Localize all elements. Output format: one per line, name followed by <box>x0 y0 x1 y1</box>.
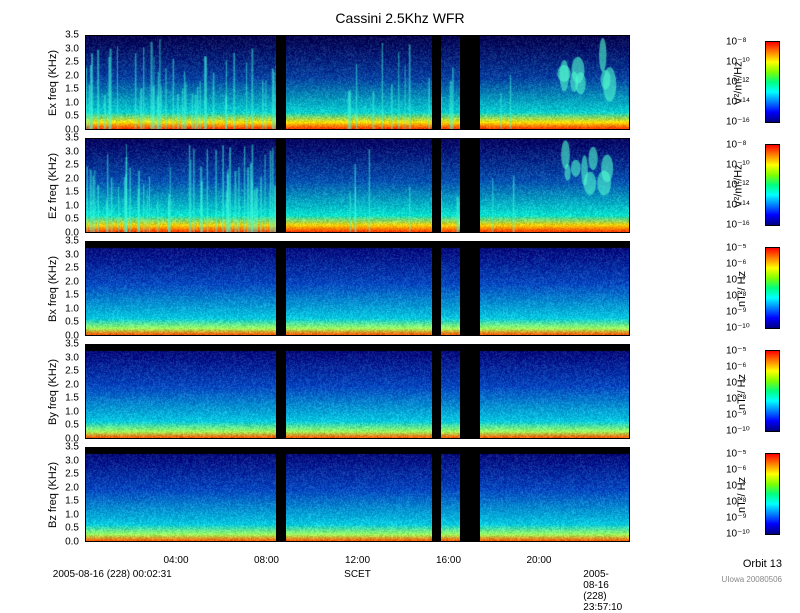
panels-container: Ex freq (KHz)0.00.51.01.52.02.53.03.5V²/… <box>0 35 800 550</box>
y-ticks: 0.00.51.01.52.02.53.03.5 <box>52 447 82 542</box>
spectrogram-plot <box>85 447 630 542</box>
spectrogram-panel: By freq (KHz)0.00.51.01.52.02.53.03.5nT²… <box>0 344 800 439</box>
data-gap <box>276 448 286 541</box>
y-ticks: 0.00.51.01.52.02.53.03.5 <box>52 241 82 336</box>
footer-text: UIowa 20080506 <box>722 575 783 584</box>
data-gap <box>432 448 441 541</box>
x-tick: 12:00 <box>345 555 370 566</box>
y-ticks: 0.00.51.01.52.02.53.03.5 <box>52 344 82 439</box>
x-sublabel: SCET <box>344 569 371 580</box>
colorbar-ticks: 10⁻⁵10⁻⁶10⁻⁷10⁻⁸10⁻⁹10⁻¹⁰ <box>726 245 762 331</box>
orbit-label: Orbit 13 <box>743 558 782 570</box>
colorbar <box>765 247 780 329</box>
spectrogram-plot <box>85 344 630 439</box>
x-tick: 04:00 <box>163 555 188 566</box>
colorbar <box>765 41 780 123</box>
colorbar-ticks: 10⁻⁸10⁻¹⁰10⁻¹²10⁻¹⁴10⁻¹⁶ <box>726 142 762 228</box>
x-sublabel: 2005-08-16 (228) 00:02:31 <box>53 569 172 580</box>
data-gap <box>460 139 481 232</box>
spectrogram-panel: Bz freq (KHz)0.00.51.01.52.02.53.03.5nT²… <box>0 447 800 542</box>
colorbar-ticks: 10⁻⁵10⁻⁶10⁻⁷10⁻⁸10⁻⁹10⁻¹⁰ <box>726 348 762 434</box>
colorbar <box>765 144 780 226</box>
data-gap <box>460 36 481 129</box>
spectrogram-panel: Ex freq (KHz)0.00.51.01.52.02.53.03.5V²/… <box>0 35 800 130</box>
data-gap <box>432 36 441 129</box>
x-sublabel: 2005-08-16 (228) 23:57:10 <box>583 569 622 613</box>
colorbar-ticks: 10⁻⁵10⁻⁶10⁻⁷10⁻⁸10⁻⁹10⁻¹⁰ <box>726 451 762 537</box>
x-tick: 20:00 <box>526 555 551 566</box>
chart-title: Cassini 2.5Khz WFR <box>0 0 800 26</box>
data-gap <box>432 345 441 438</box>
x-tick: 08:00 <box>254 555 279 566</box>
data-gap <box>276 36 286 129</box>
data-gap <box>276 139 286 232</box>
x-axis: 04:0008:0012:0016:0020:002005-08-16 (228… <box>85 555 630 595</box>
data-gap <box>460 345 481 438</box>
y-ticks: 0.00.51.01.52.02.53.03.5 <box>52 138 82 233</box>
spectrogram-plot <box>85 138 630 233</box>
colorbar <box>765 453 780 535</box>
data-gap <box>460 448 481 541</box>
spectrogram-panel: Ez freq (KHz)0.00.51.01.52.02.53.03.5V²/… <box>0 138 800 233</box>
data-gap <box>276 345 286 438</box>
spectrogram-plot <box>85 35 630 130</box>
data-gap <box>460 242 481 335</box>
x-tick: 16:00 <box>436 555 461 566</box>
y-ticks: 0.00.51.01.52.02.53.03.5 <box>52 35 82 130</box>
colorbar <box>765 350 780 432</box>
data-gap <box>432 242 441 335</box>
colorbar-ticks: 10⁻⁸10⁻¹⁰10⁻¹²10⁻¹⁴10⁻¹⁶ <box>726 39 762 125</box>
data-gap <box>432 139 441 232</box>
spectrogram-panel: Bx freq (KHz)0.00.51.01.52.02.53.03.5nT²… <box>0 241 800 336</box>
data-gap <box>276 242 286 335</box>
spectrogram-plot <box>85 241 630 336</box>
